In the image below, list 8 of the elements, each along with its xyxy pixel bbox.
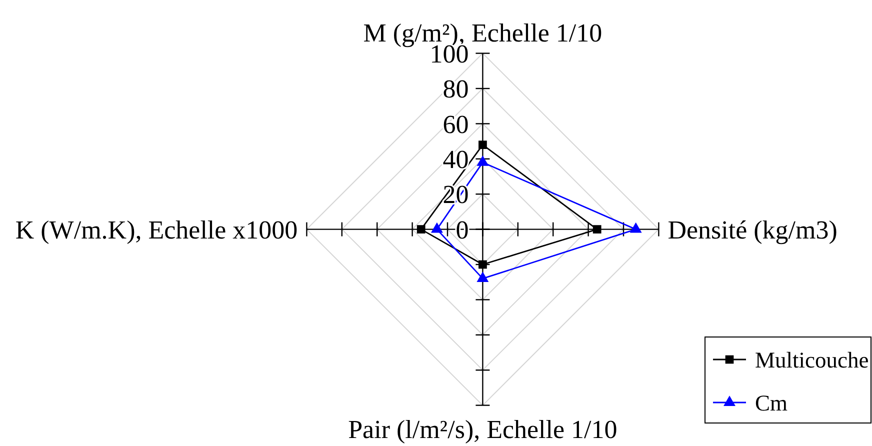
spoke-label: K (W/m.K), Echelle x1000	[15, 215, 298, 244]
y-tick-label: 40	[442, 145, 469, 174]
spoke-label: Pair (l/m²/s), Echelle 1/10	[348, 415, 618, 444]
y-tick-label: 80	[442, 74, 469, 104]
y-tick-label: 60	[442, 110, 469, 139]
legend-label: Cm	[755, 390, 788, 416]
spoke-label: Densité (kg/m3)	[668, 215, 838, 244]
legend-label: Multicouche	[755, 347, 869, 372]
